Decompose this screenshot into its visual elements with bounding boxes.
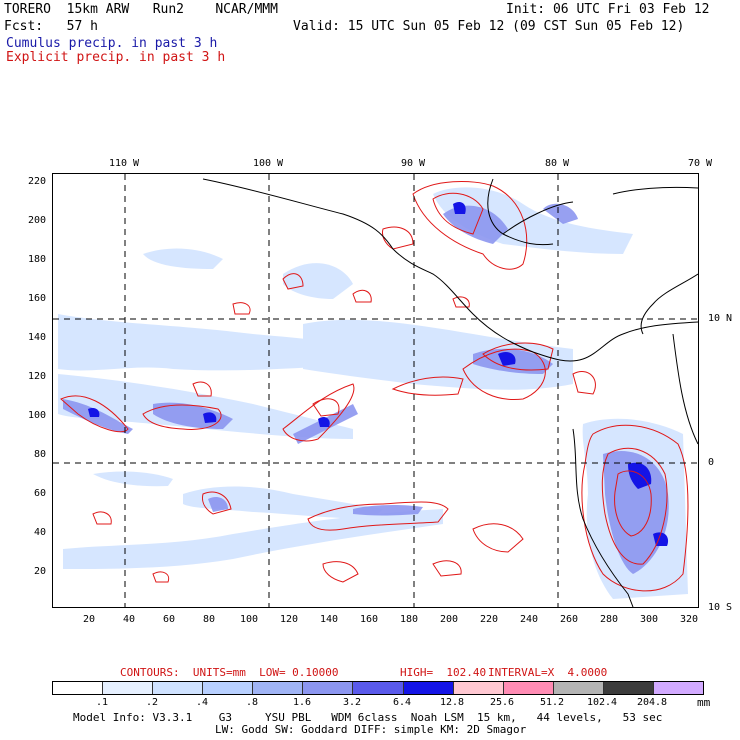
colorbar-swatch	[453, 682, 504, 694]
colorbar-swatch	[353, 682, 404, 694]
colorbar-swatch	[253, 682, 304, 694]
colorbar-label: 102.4	[586, 697, 618, 708]
x-tick: 320	[679, 614, 699, 625]
colorbar-label: .8	[245, 697, 259, 708]
colorbar-label: 12.8	[439, 697, 465, 708]
x-tick: 100	[239, 614, 259, 625]
colorbar-swatch	[103, 682, 154, 694]
model-info: Model Info: V3.3.1 G3 YSU PBL WDM 6class…	[73, 711, 663, 724]
colorbar-label: .4	[195, 697, 209, 708]
x-tick: 280	[599, 614, 619, 625]
legend-explicit: Explicit precip. in past 3 h	[6, 50, 226, 65]
colorbar-label: 204.8	[636, 697, 668, 708]
y-tick: 20	[33, 566, 46, 577]
lon-label-70w: 70 W	[687, 158, 713, 169]
y-tick: 40	[33, 527, 46, 538]
lat-label-0: 0	[708, 457, 715, 468]
y-tick: 200	[27, 215, 46, 226]
x-tick: 20	[82, 614, 96, 625]
explicit-precip-contours	[60, 180, 689, 592]
colorbar-label: 3.2	[342, 697, 362, 708]
map-canvas	[53, 174, 698, 607]
x-tick: 260	[559, 614, 579, 625]
x-tick: 120	[279, 614, 299, 625]
colorbar-label: .1	[95, 697, 109, 708]
y-tick: 60	[33, 488, 46, 499]
x-tick: 60	[162, 614, 176, 625]
lon-label-90w: 90 W	[400, 158, 426, 169]
x-tick: 80	[202, 614, 216, 625]
colorbar-unit: mm	[697, 696, 711, 709]
init-time: Init: 06 UTC Fri 03 Feb 12	[506, 2, 710, 17]
y-tick: 140	[27, 332, 46, 343]
y-tick: 180	[27, 254, 46, 265]
lat-label-10s: 10 S	[708, 602, 733, 613]
x-tick: 300	[639, 614, 659, 625]
valid-time: Valid: 15 UTC Sun 05 Feb 12 (09 CST Sun …	[293, 19, 685, 34]
coastlines	[202, 178, 698, 607]
y-tick: 100	[27, 410, 46, 421]
x-tick: 160	[359, 614, 379, 625]
colorbar-swatch	[603, 682, 654, 694]
colorbar-swatch	[203, 682, 254, 694]
contour-interval: INTERVAL=X 4.0000	[488, 666, 608, 679]
y-tick: 160	[27, 293, 46, 304]
colorbar-label: 1.6	[292, 697, 312, 708]
model-title: TORERO 15km ARW Run2 NCAR/MMM	[4, 2, 278, 17]
colorbar-swatch	[553, 682, 604, 694]
lon-label-110w: 110 W	[108, 158, 140, 169]
y-tick: 120	[27, 371, 46, 382]
colorbar-swatch	[303, 682, 354, 694]
colorbar-swatch	[53, 682, 104, 694]
x-tick: 240	[519, 614, 539, 625]
contour-high: HIGH= 102.40	[400, 666, 487, 679]
colorbar-swatch	[153, 682, 204, 694]
cumulus-precip-heavy	[88, 202, 669, 546]
forecast-hour: Fcst: 57 h	[4, 19, 98, 34]
precip-map	[52, 173, 699, 608]
colorbar-swatch	[653, 682, 704, 694]
legend-cumulus: Cumulus precip. in past 3 h	[6, 36, 218, 51]
lon-label-80w: 80 W	[544, 158, 570, 169]
y-tick: 80	[33, 449, 46, 460]
colorbar-swatch	[403, 682, 454, 694]
x-tick: 140	[319, 614, 339, 625]
contour-units: CONTOURS: UNITS=mm LOW= 0.10000	[120, 666, 339, 679]
colorbar-swatch	[503, 682, 554, 694]
x-tick: 180	[399, 614, 419, 625]
colorbar-label: 51.2	[539, 697, 565, 708]
lat-lon-grid	[53, 174, 698, 607]
colorbar	[52, 681, 704, 695]
x-tick: 200	[439, 614, 459, 625]
colorbar-label: .2	[145, 697, 159, 708]
colorbar-label: 6.4	[392, 697, 412, 708]
lat-label-10n: 10 N	[708, 313, 733, 324]
x-tick: 40	[122, 614, 136, 625]
x-tick: 220	[479, 614, 499, 625]
colorbar-label: 25.6	[489, 697, 515, 708]
model-physics: LW: Godd SW: Goddard DIFF: simple KM: 2D…	[215, 723, 527, 736]
lon-label-100w: 100 W	[252, 158, 284, 169]
y-tick: 220	[27, 176, 46, 187]
